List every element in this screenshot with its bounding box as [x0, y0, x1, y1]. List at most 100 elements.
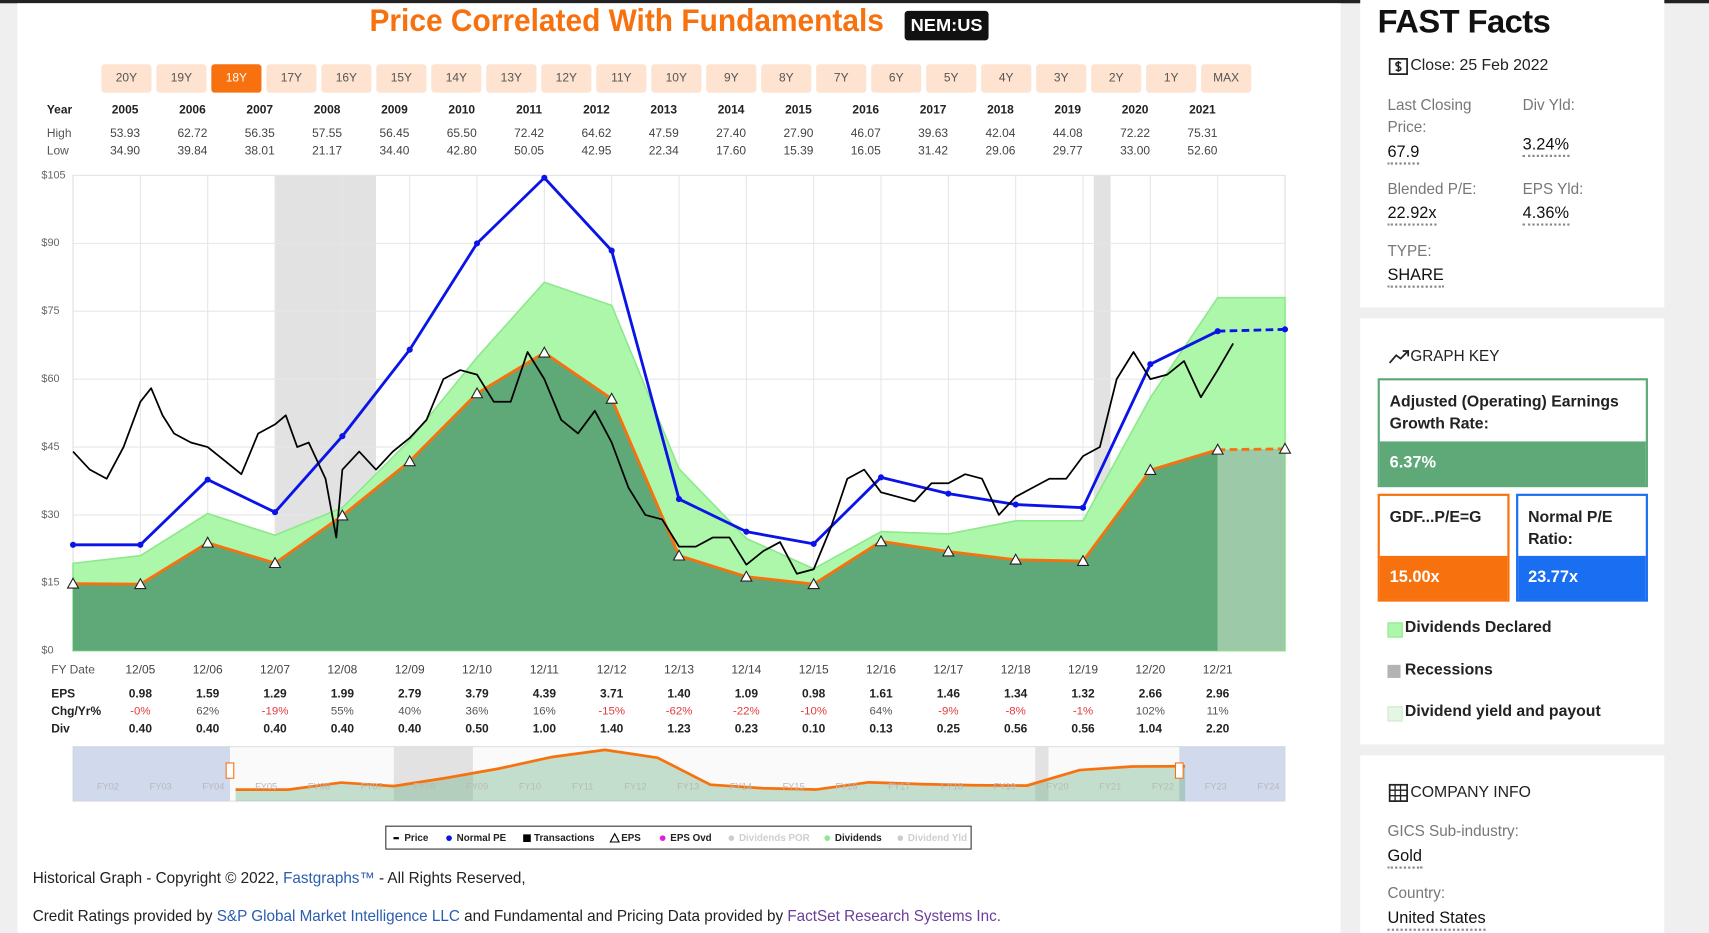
range-button[interactable]: [1201, 64, 1252, 93]
range-button-label[interactable]: 15Y: [391, 71, 412, 85]
eps: 1.29: [263, 686, 287, 700]
footer-line: Historical Graph - Copyright © 2022, Fas…: [33, 869, 526, 886]
range-button[interactable]: [266, 64, 317, 93]
legend-label[interactable]: Price: [404, 833, 429, 844]
range-button-label[interactable]: 12Y: [556, 71, 577, 85]
fact-value[interactable]: 22.92x: [1387, 204, 1437, 226]
navigator-label: FY15: [783, 781, 805, 791]
range-button[interactable]: [376, 64, 427, 93]
range-button[interactable]: [101, 64, 152, 93]
range-button-label[interactable]: 13Y: [501, 71, 522, 85]
range-button[interactable]: [211, 64, 262, 93]
range-button-label[interactable]: MAX: [1213, 71, 1239, 85]
range-button[interactable]: [541, 64, 592, 93]
low: 50.05: [514, 144, 544, 158]
navigator-label: FY02: [97, 781, 119, 791]
range-button-label[interactable]: 5Y: [944, 71, 959, 85]
key-label: GDF...P/E=G: [1389, 509, 1482, 527]
navigator: [72, 746, 1286, 802]
range-button-label[interactable]: 20Y: [116, 71, 137, 85]
range-button-label[interactable]: 2Y: [1109, 71, 1124, 85]
legend-label[interactable]: Transactions: [534, 833, 595, 844]
range-button-label[interactable]: 8Y: [779, 71, 794, 85]
range-button[interactable]: [651, 64, 702, 93]
range-button-label[interactable]: 11Y: [611, 71, 631, 85]
range-button-label[interactable]: 4Y: [999, 71, 1014, 85]
fact-label: EPS Yld:: [1522, 179, 1584, 198]
normal-pe-marker: [339, 433, 346, 440]
dividend: 1.00: [533, 721, 557, 735]
low: 42.95: [581, 144, 611, 158]
fact-value[interactable]: SHARE: [1387, 266, 1444, 288]
range-button[interactable]: [1091, 64, 1142, 93]
panel-title: FAST Facts: [1377, 4, 1551, 41]
range-button[interactable]: [761, 64, 812, 93]
range-button-label[interactable]: 14Y: [446, 71, 467, 85]
range-button[interactable]: [871, 64, 922, 93]
footer-link[interactable]: S&P Global Market Intelligence LLC: [216, 906, 460, 925]
range-button-label[interactable]: 19Y: [171, 71, 192, 85]
normal-pe-marker: [743, 528, 750, 535]
legend-label[interactable]: Dividend Yld: [908, 833, 967, 844]
series-line: [73, 350, 1219, 586]
key-item: Dividends Declared: [1404, 619, 1552, 637]
legend-label[interactable]: Normal PE: [457, 833, 507, 844]
legend-label[interactable]: EPS Ovd: [670, 833, 711, 844]
year: 2013: [650, 102, 677, 116]
eps-marker: [470, 386, 484, 399]
navigator-label: FY19: [994, 781, 1016, 791]
x-tick-label: 12/12: [597, 662, 627, 676]
eps-marker: [672, 549, 686, 561]
fact-value[interactable]: 4.36%: [1522, 204, 1569, 226]
normal-pe-marker: [608, 247, 615, 254]
high: 39.63: [918, 126, 948, 140]
footer-link[interactable]: Fastgraphs™: [283, 868, 375, 887]
range-button[interactable]: [156, 64, 207, 93]
high: 27.90: [783, 126, 813, 140]
range-button[interactable]: [321, 64, 372, 93]
range-button-label[interactable]: 3Y: [1054, 71, 1069, 85]
range-button-label[interactable]: 10Y: [666, 71, 687, 85]
range-button-label[interactable]: 6Y: [889, 71, 904, 85]
fact-value[interactable]: 3.24%: [1522, 135, 1569, 157]
range-button[interactable]: [706, 64, 757, 93]
eps-change: 55%: [331, 706, 354, 718]
legend-symbol: [897, 835, 904, 842]
key-item: Dividend yield and payout: [1404, 703, 1601, 721]
navigator-label: FY03: [150, 781, 172, 791]
info-value[interactable]: Gold: [1387, 847, 1423, 869]
info-value[interactable]: United States: [1387, 909, 1486, 931]
range-button[interactable]: [596, 64, 647, 93]
range-button[interactable]: [431, 64, 482, 93]
navigator-handle[interactable]: [225, 762, 235, 779]
range-button-label[interactable]: 17Y: [281, 71, 302, 85]
range-button-label[interactable]: 1Y: [1164, 71, 1179, 85]
navigator-label: FY20: [1046, 781, 1068, 791]
range-button[interactable]: [926, 64, 977, 93]
legend-label[interactable]: Dividends: [835, 833, 882, 844]
chart: Price Correlated With Fundamentals NEM:U…: [17, 2, 1341, 933]
range-button[interactable]: [981, 64, 1032, 93]
dividend: 2.20: [1206, 721, 1230, 735]
footer-text: Historical Graph - Copyright © 2022,: [32, 868, 284, 887]
footer-link[interactable]: FactSet Research Systems Inc.: [787, 906, 1002, 925]
range-button-label[interactable]: 7Y: [834, 71, 849, 85]
range-button-label[interactable]: 18Y: [226, 71, 247, 85]
key-value: 6.37%: [1379, 441, 1646, 486]
range-button-label[interactable]: 16Y: [336, 71, 357, 85]
eps-change: 62%: [196, 706, 219, 718]
eps-marker: [605, 392, 619, 404]
navigator-handle[interactable]: [1174, 762, 1184, 779]
range-button[interactable]: [1146, 64, 1197, 93]
legend-label[interactable]: EPS: [621, 833, 641, 844]
range-button[interactable]: [1036, 64, 1087, 93]
range-button[interactable]: [486, 64, 537, 93]
fact-value[interactable]: 67.9: [1387, 143, 1420, 165]
navigator-label: FY14: [730, 781, 752, 791]
range-button[interactable]: [816, 64, 867, 93]
legend-label[interactable]: Dividends POR: [739, 833, 810, 844]
range-button-label[interactable]: 9Y: [724, 71, 739, 85]
eps-marker: [335, 509, 349, 521]
